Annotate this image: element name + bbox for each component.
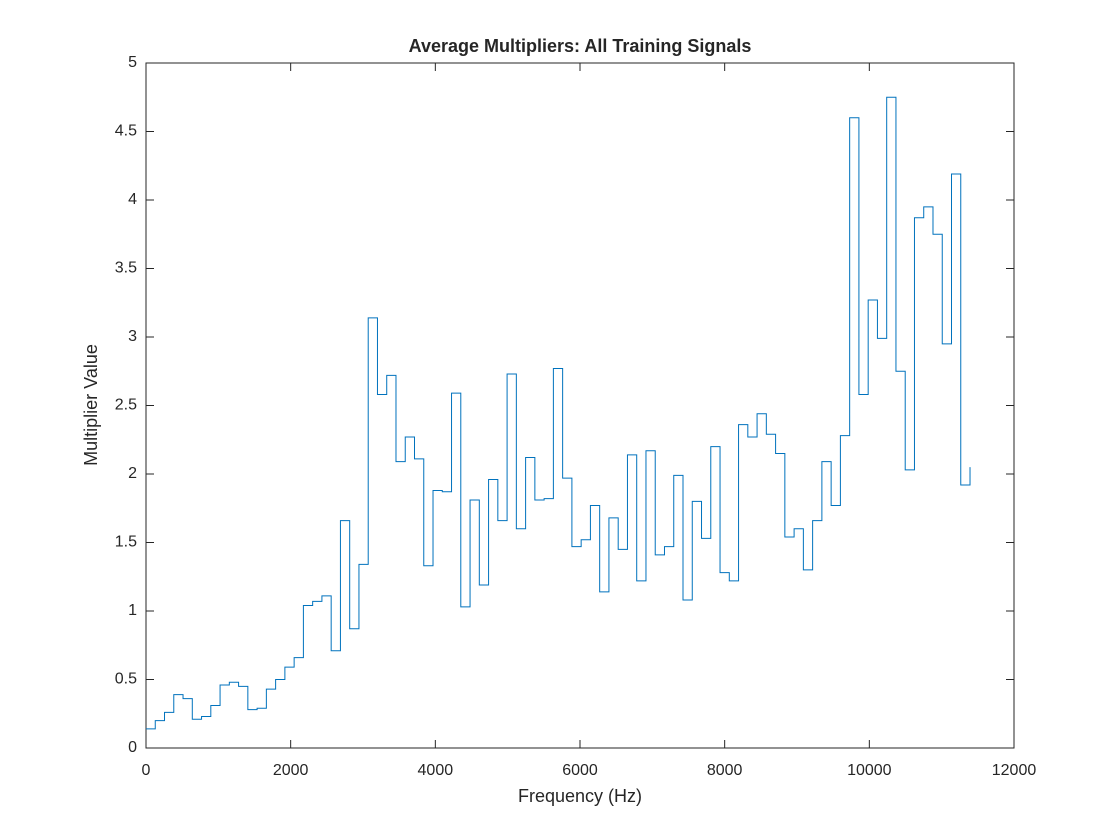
y-tick-label: 0.5 [115,671,137,688]
y-tick-label: 4.5 [115,123,137,140]
x-tick-label: 0 [142,762,151,779]
x-tick-label: 10000 [847,762,892,779]
y-tick-label: 1 [128,602,137,619]
y-tick-label: 3.5 [115,260,137,277]
y-tick-label: 3 [128,328,137,345]
x-tick-label: 2000 [273,762,309,779]
y-tick-label: 0 [128,739,137,756]
y-tick-label: 5 [128,54,137,71]
x-tick-label: 6000 [562,762,598,779]
y-tick-label: 4 [128,191,137,208]
y-tick-label: 1.5 [115,534,137,551]
x-tick-label: 8000 [707,762,743,779]
y-tick-label: 2 [128,465,137,482]
x-tick-label: 12000 [992,762,1037,779]
x-tick-label: 4000 [418,762,454,779]
stairs-line [146,96,971,730]
y-axis-label: Multiplier Value [81,344,101,466]
y-tick-label: 2.5 [115,397,137,414]
x-axis-label: Frequency (Hz) [518,786,642,806]
chart-title: Average Multipliers: All Training Signal… [409,36,752,56]
